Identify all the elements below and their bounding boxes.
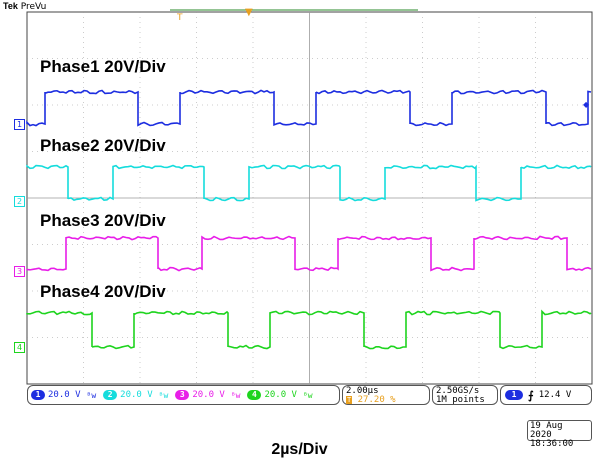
phase2-label: Phase2 20V/Div bbox=[40, 136, 166, 155]
sample-rate: 2.50GS/s bbox=[436, 386, 480, 396]
phase3-trace bbox=[26, 235, 592, 272]
ch4-scale: 20.0 V bbox=[264, 389, 297, 400]
trace-group bbox=[26, 89, 592, 350]
trigger-position-value: 27.20 % bbox=[357, 395, 396, 405]
phase3-label: Phase3 20V/Div bbox=[40, 211, 166, 230]
trigger-level-marker[interactable]: ◆ bbox=[583, 100, 590, 109]
timestamp: 19 Aug 2020 18:36:00 bbox=[527, 420, 592, 449]
acquisition-readout[interactable]: 2.50GS/s 1M points bbox=[432, 385, 498, 405]
expansion-point-marker[interactable]: ▼ bbox=[245, 7, 253, 18]
brand-name: Tek bbox=[3, 1, 18, 11]
trigger-position-readout: T 27.20 % bbox=[346, 396, 426, 405]
bandwidth-limit-icon: ᴮw bbox=[158, 390, 169, 400]
trigger-position-marker[interactable]: T bbox=[176, 13, 183, 23]
phase2-trace bbox=[26, 164, 592, 202]
bandwidth-limit-icon: ᴮw bbox=[86, 390, 97, 400]
ch1-scale: 20.0 V bbox=[48, 389, 81, 400]
ch2-badge[interactable]: 2 bbox=[103, 390, 118, 400]
caption: 2µs/Div bbox=[271, 441, 328, 458]
trigger-readout[interactable]: 1 ⨍ 12.4 V bbox=[500, 385, 592, 405]
ch2-scale: 20.0 V bbox=[120, 389, 153, 400]
record-length: 1M points bbox=[436, 395, 485, 405]
phase4-trace bbox=[26, 309, 592, 350]
rising-edge-icon: ⨍ bbox=[528, 388, 534, 402]
channel-readout[interactable]: 1 20.0 V ᴮw 2 20.0 V ᴮw 3 20.0 V ᴮw 4 20… bbox=[27, 385, 340, 405]
ch4-marker[interactable]: 4 bbox=[14, 342, 25, 353]
trigger-position-icon: T bbox=[346, 396, 353, 404]
ch4-badge[interactable]: 4 bbox=[247, 390, 262, 400]
waveform-display: T ▼ ◆ bbox=[26, 7, 593, 385]
timestamp-date: 19 Aug 2020 bbox=[530, 421, 563, 440]
timestamp-time: 18:36:00 bbox=[530, 439, 574, 449]
ch2-marker[interactable]: 2 bbox=[14, 196, 25, 207]
ch3-scale: 20.0 V bbox=[192, 389, 225, 400]
bandwidth-limit-icon: ᴮw bbox=[230, 390, 241, 400]
ch3-marker[interactable]: 3 bbox=[14, 266, 25, 277]
brand-mode: PreVu bbox=[20, 2, 47, 12]
scope-brand: Tek PreVu bbox=[3, 1, 46, 12]
phase1-trace bbox=[26, 89, 592, 127]
phase4-label: Phase4 20V/Div bbox=[40, 282, 166, 301]
trigger-source-badge: 1 bbox=[505, 390, 523, 400]
timebase-readout[interactable]: 2.00µs T 27.20 % bbox=[342, 385, 430, 405]
trigger-level: 12.4 V bbox=[538, 389, 572, 400]
ch1-badge[interactable]: 1 bbox=[31, 390, 45, 400]
ch3-badge[interactable]: 3 bbox=[175, 390, 190, 400]
ch1-marker[interactable]: 1 bbox=[14, 119, 25, 130]
phase1-label: Phase1 20V/Div bbox=[40, 57, 166, 76]
bandwidth-limit-icon: ᴮw bbox=[302, 390, 313, 400]
timebase-scale: 2.00µs bbox=[346, 386, 379, 396]
